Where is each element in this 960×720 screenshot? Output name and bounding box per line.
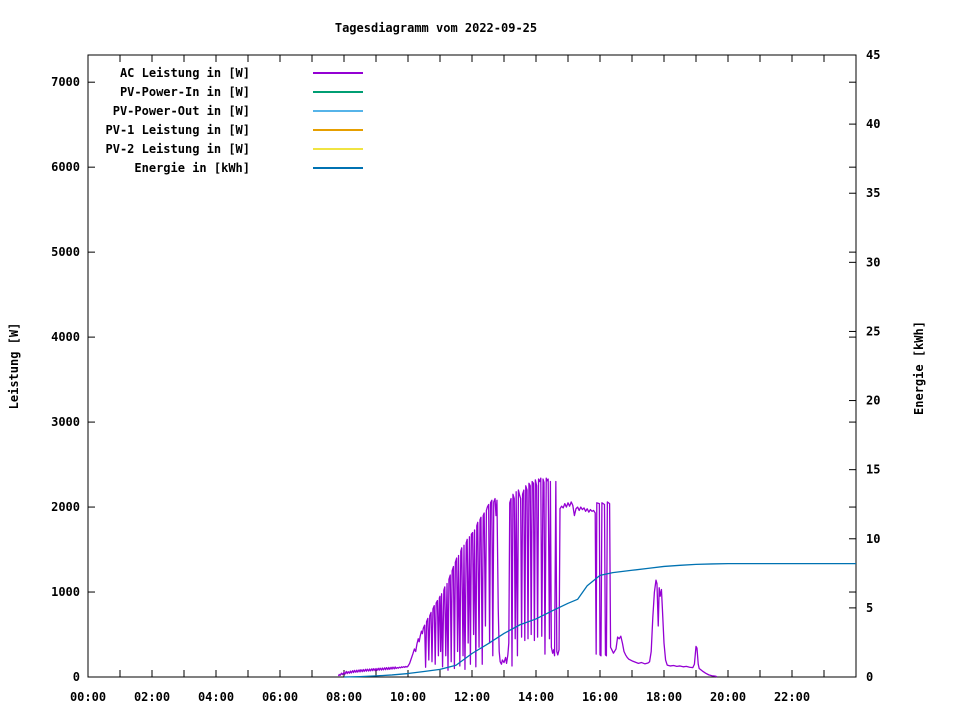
series-energie-in-kwh bbox=[343, 563, 856, 678]
x-tick-label: 00:00 bbox=[70, 690, 106, 704]
y2-tick-label: 10 bbox=[866, 532, 880, 546]
y2-tick-label: 0 bbox=[866, 670, 873, 684]
y-axis-label: Leistung [W] bbox=[7, 322, 21, 410]
y2-axis-label: Energie [kWh] bbox=[912, 321, 926, 415]
chart-title: Tagesdiagramm vom 2022-09-25 bbox=[334, 21, 538, 35]
x-tick-label: 12:00 bbox=[454, 690, 490, 704]
y2-tick-label: 45 bbox=[866, 48, 880, 62]
x-tick-label: 20:00 bbox=[710, 690, 746, 704]
y-tick-label: 4000 bbox=[51, 330, 80, 344]
x-tick-label: 06:00 bbox=[262, 690, 298, 704]
x-tick-label: 04:00 bbox=[198, 690, 234, 704]
x-tick-label: 02:00 bbox=[134, 690, 170, 704]
y-tick-label: 7000 bbox=[51, 75, 80, 89]
y2-tick-label: 35 bbox=[866, 186, 880, 200]
y-tick-label: 5000 bbox=[51, 245, 80, 259]
y2-tick-label: 15 bbox=[866, 463, 880, 477]
y2-tick-label: 20 bbox=[866, 394, 880, 408]
y2-tick-label: 5 bbox=[866, 601, 873, 615]
plot-border bbox=[87, 54, 857, 678]
x-tick-label: 16:00 bbox=[582, 690, 618, 704]
y-tick-label: 6000 bbox=[51, 160, 80, 174]
x-tick-label: 18:00 bbox=[646, 690, 682, 704]
x-tick-label: 10:00 bbox=[390, 690, 426, 704]
y-tick-label: 1000 bbox=[51, 585, 80, 599]
y2-tick-label: 40 bbox=[866, 117, 880, 131]
y2-tick-label: 25 bbox=[866, 324, 880, 338]
x-tick-label: 22:00 bbox=[774, 690, 810, 704]
x-tick-label: 14:00 bbox=[518, 690, 554, 704]
series-ac-leistung-in-w bbox=[337, 477, 717, 678]
x-tick-label: 08:00 bbox=[326, 690, 362, 704]
y-tick-label: 2000 bbox=[51, 500, 80, 514]
y2-tick-label: 30 bbox=[866, 255, 880, 269]
y-tick-label: 0 bbox=[73, 670, 80, 684]
y-tick-label: 3000 bbox=[51, 415, 80, 429]
